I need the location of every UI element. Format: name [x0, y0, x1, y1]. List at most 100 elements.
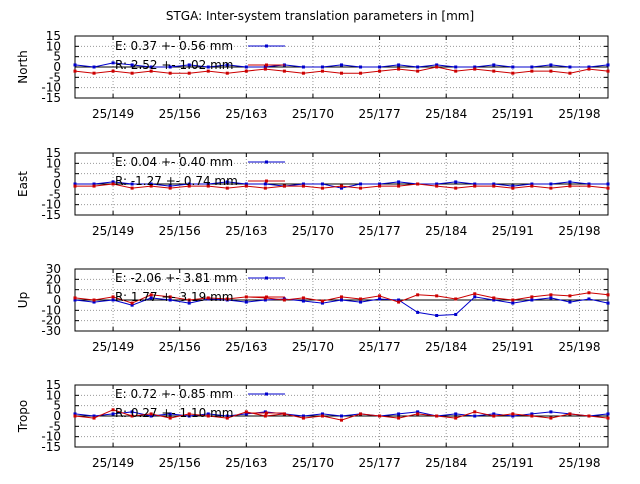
data-point-e [587, 182, 591, 186]
data-point-r [340, 295, 343, 299]
data-point-e [244, 300, 248, 304]
x-tick-label: 25/156 [159, 456, 201, 470]
x-tick-label: 25/184 [425, 456, 467, 470]
data-point-e [149, 414, 153, 418]
x-tick-label: 25/149 [92, 224, 134, 238]
legend-marker-e [265, 276, 268, 280]
data-point-e [225, 414, 229, 418]
data-point-r [244, 69, 248, 73]
data-point-e [473, 65, 477, 69]
data-point-r [111, 69, 115, 73]
data-point-r [587, 184, 591, 188]
data-point-r [111, 182, 115, 186]
data-point-r [435, 65, 439, 69]
y-tick-label: 30 [46, 262, 61, 276]
data-point-r [530, 295, 534, 299]
data-point-e [397, 180, 401, 184]
x-tick-label: 25/149 [92, 340, 134, 354]
x-tick-label: 25/191 [492, 107, 534, 121]
data-point-r [149, 184, 153, 188]
data-point-r [301, 296, 305, 300]
data-point-r [587, 291, 591, 295]
data-point-r [340, 418, 343, 422]
data-point-e [606, 301, 610, 305]
data-point-e [416, 410, 420, 414]
data-point-e [454, 180, 458, 184]
data-point-r [606, 293, 610, 297]
data-point-r [206, 296, 210, 300]
data-point-r [301, 71, 305, 75]
data-point-e [149, 65, 153, 69]
data-point-e [511, 65, 515, 69]
x-tick-label: 25/170 [292, 456, 334, 470]
data-point-r [187, 184, 191, 188]
x-tick-label: 25/184 [425, 224, 467, 238]
data-point-e [340, 186, 343, 190]
x-tick-label: 25/177 [358, 456, 400, 470]
data-point-r [397, 416, 401, 420]
data-point-e [130, 303, 134, 307]
data-point-e [378, 182, 382, 186]
legend-marker-r [265, 295, 268, 299]
x-tick-label: 25/184 [425, 340, 467, 354]
data-point-e [301, 414, 305, 418]
data-point-e [92, 300, 96, 304]
data-point-r [378, 414, 382, 418]
data-point-e [130, 63, 134, 67]
data-point-e [320, 65, 324, 69]
data-point-e [511, 184, 515, 188]
data-point-e [606, 182, 610, 186]
data-point-r [168, 71, 172, 75]
data-point-r [92, 71, 96, 75]
x-tick-label: 25/198 [558, 456, 600, 470]
y-tick-label: 15 [46, 378, 61, 392]
data-point-r [187, 298, 191, 302]
data-point-r [378, 69, 382, 73]
data-point-e [244, 182, 248, 186]
data-point-r [187, 412, 191, 416]
y-tick-label: -5 [49, 187, 61, 201]
data-point-r [454, 69, 458, 73]
data-point-e [168, 412, 172, 416]
legend-marker-r [265, 179, 268, 183]
data-point-r [587, 414, 591, 418]
data-point-r [416, 182, 420, 186]
chart-title: STGA: Inter-system translation parameter… [166, 9, 474, 23]
data-point-r [549, 186, 553, 190]
data-point-e [549, 410, 553, 414]
y-tick-label: 10 [46, 283, 61, 297]
data-point-e [549, 182, 553, 186]
data-point-e [530, 412, 534, 416]
data-point-e [320, 301, 324, 305]
data-point-e [225, 180, 229, 184]
data-point-e [511, 414, 515, 418]
data-point-e [92, 182, 96, 186]
y-tick-label: -10 [41, 198, 61, 212]
y-tick-label: -10 [41, 81, 61, 95]
x-tick-label: 25/177 [358, 224, 400, 238]
data-point-r [435, 414, 439, 418]
data-point-r [187, 71, 191, 75]
y-tick-label: 5 [53, 399, 61, 413]
x-tick-label: 25/191 [492, 340, 534, 354]
y-tick-label: -15 [41, 91, 61, 105]
data-point-r [606, 186, 610, 190]
data-point-e [263, 182, 267, 186]
legend-label-r: R: -1.27 +- 0.74 mm [115, 174, 238, 188]
y-tick-label: -5 [49, 419, 61, 433]
data-point-r [206, 414, 210, 418]
data-point-e [111, 412, 115, 416]
data-point-r [263, 67, 267, 71]
data-point-r [130, 186, 134, 190]
data-point-r [206, 69, 210, 73]
data-point-r [73, 296, 77, 300]
data-point-r [92, 298, 96, 302]
data-point-e [378, 297, 382, 301]
data-point-e [340, 298, 343, 302]
data-point-e [397, 412, 401, 416]
data-point-e [568, 65, 572, 69]
data-point-e [130, 182, 134, 186]
plot-frame [74, 35, 609, 99]
data-point-e [378, 65, 382, 69]
